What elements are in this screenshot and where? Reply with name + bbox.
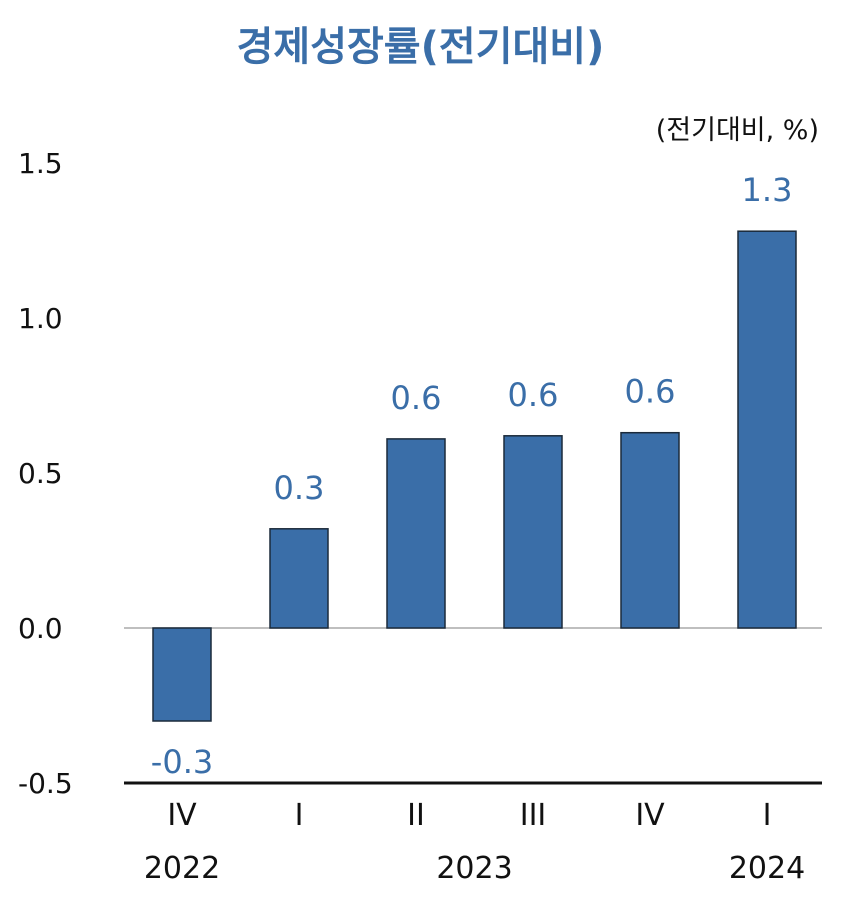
category-label: II bbox=[407, 798, 425, 833]
year-label: 2023 bbox=[436, 851, 512, 886]
unit-label: (전기대비, %) bbox=[655, 115, 819, 146]
category-label: IV bbox=[167, 798, 197, 833]
y-tick-label: 0.0 bbox=[18, 612, 63, 645]
data-label: 0.6 bbox=[508, 376, 559, 414]
category-label: I bbox=[763, 798, 772, 833]
y-tick-label: -0.5 bbox=[18, 767, 73, 800]
y-axis-ticks: 1.5 1.0 0.5 0.0 -0.5 bbox=[18, 147, 73, 800]
category-labels: IV I II III IV I bbox=[167, 798, 771, 833]
data-label: 0.6 bbox=[625, 373, 676, 411]
bar bbox=[620, 431, 680, 629]
year-label: 2022 bbox=[144, 851, 220, 886]
bar bbox=[269, 528, 329, 629]
data-label: 1.3 bbox=[742, 171, 793, 209]
bar bbox=[503, 435, 563, 629]
data-label: 0.6 bbox=[391, 379, 442, 417]
category-label: IV bbox=[635, 798, 665, 833]
y-tick-label: 1.5 bbox=[18, 147, 63, 180]
y-tick-label: 0.5 bbox=[18, 457, 63, 490]
bar bbox=[152, 627, 212, 722]
data-labels: -0.3 0.3 0.6 0.6 0.6 1.3 bbox=[151, 171, 793, 781]
data-label: -0.3 bbox=[151, 743, 213, 781]
year-labels: 2022 2023 2024 bbox=[144, 851, 805, 886]
chart-title: 경제성장률(전기대비) bbox=[236, 24, 605, 70]
year-label: 2024 bbox=[729, 851, 805, 886]
data-label: 0.3 bbox=[274, 469, 325, 507]
bar bbox=[386, 438, 446, 629]
category-label: III bbox=[520, 798, 547, 833]
bar bbox=[737, 230, 797, 629]
y-tick-label: 1.0 bbox=[18, 302, 63, 335]
category-label: I bbox=[295, 798, 304, 833]
bars bbox=[152, 230, 797, 722]
